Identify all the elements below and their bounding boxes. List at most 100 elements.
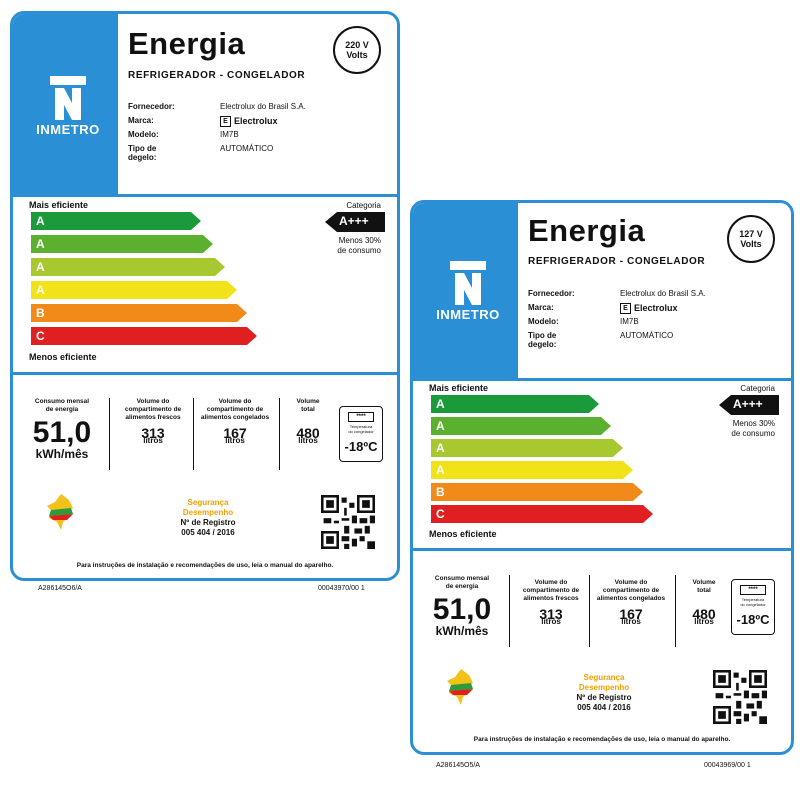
brand-key: Marca: bbox=[128, 116, 154, 125]
code-left-2: A286145O5/A bbox=[436, 762, 480, 769]
total-value: 480 bbox=[296, 425, 320, 441]
total-value: 480 bbox=[692, 606, 716, 622]
consumo-value: 51,0 bbox=[432, 593, 492, 626]
defrost-value: AUTOMÁTICO bbox=[220, 144, 274, 153]
brand-value: E Electrolux bbox=[620, 303, 678, 315]
brazil-seal-icon bbox=[447, 669, 473, 705]
registro-label: Nº de Registro bbox=[180, 518, 236, 527]
footer-note: Para instruções de instalação e recomend… bbox=[76, 562, 334, 569]
divider bbox=[13, 194, 397, 197]
label-subtitle: REFRIGERADOR - CONGELADOR bbox=[528, 256, 706, 267]
freezer-stars-icon: **** bbox=[348, 412, 374, 422]
categoria-note-1: Menos 30% bbox=[338, 236, 381, 245]
inmetro-text: INMETRO bbox=[436, 307, 500, 322]
code-left-1: A286145O6/A bbox=[38, 585, 82, 592]
voltage-unit: Volts bbox=[346, 50, 368, 60]
logo-panel: INMETRO bbox=[13, 14, 118, 194]
consumo-unit: kWh/mês bbox=[435, 624, 489, 638]
desempenho-text: Desempenho bbox=[578, 683, 630, 692]
registro-block: Segurança Desempenho Nº de Registro 005 … bbox=[153, 498, 263, 538]
code-right-1: 00043970/00 1 bbox=[318, 585, 365, 592]
energy-label-220v: INMETRO Energia REFRIGERADOR - CONGELADO… bbox=[10, 11, 400, 581]
registro-label: Nº de Registro bbox=[576, 693, 632, 702]
defrost-value: AUTOMÁTICO bbox=[620, 331, 674, 340]
supplier-value: Electrolux do Brasil S.A. bbox=[220, 102, 306, 111]
inmetro-mark-icon bbox=[450, 261, 486, 305]
menos-eficiente: Menos eficiente bbox=[429, 529, 497, 539]
freezer-temp-box: **** Temperatura do congelador -18ºC bbox=[731, 579, 775, 635]
frescos-col: Volume do compartimento de alimentos fresc… bbox=[113, 398, 193, 445]
menos-eficiente: Menos eficiente bbox=[29, 352, 97, 362]
supplier-key: Fornecedor: bbox=[128, 102, 175, 111]
consumo-col: Consumo mensal de energia 51,0 kWh/mês bbox=[425, 575, 499, 637]
registro-value: 005 404 / 2016 bbox=[577, 703, 631, 712]
divider bbox=[413, 548, 791, 551]
divider bbox=[413, 378, 791, 381]
congelados-col: Volume do compartimento de alimentos conge… bbox=[591, 579, 671, 626]
qr-code-icon bbox=[321, 495, 375, 549]
congelados-unit: litros bbox=[621, 617, 641, 626]
congelados-value: 167 bbox=[619, 606, 643, 622]
categoria-arrow: A+++ bbox=[325, 212, 385, 232]
frescos-unit: litros bbox=[541, 617, 561, 626]
frescos-unit: litros bbox=[143, 436, 163, 445]
categoria-value: A+++ bbox=[339, 214, 369, 228]
seguranca-text: Segurança bbox=[583, 673, 625, 682]
qr-code-icon bbox=[713, 670, 767, 724]
total-unit: litros bbox=[694, 617, 714, 626]
inmetro-mark-icon bbox=[50, 76, 86, 120]
defrost-key: Tipo de degelo: bbox=[128, 144, 157, 162]
categoria-arrow: A+++ bbox=[719, 395, 779, 415]
label-title: Energia bbox=[528, 213, 646, 248]
model-key: Modelo: bbox=[528, 317, 559, 326]
categoria-value: A+++ bbox=[733, 397, 763, 411]
consumo-col: Consumo mensal de energia 51,0 kWh/mês bbox=[25, 398, 99, 460]
brazil-seal-icon bbox=[47, 494, 73, 530]
label-subtitle: REFRIGERADOR - CONGELADOR bbox=[128, 70, 306, 81]
energy-label-127v: INMETRO Energia REFRIGERADOR - CONGELADO… bbox=[410, 200, 794, 755]
freezer-temp-value: -18ºC bbox=[736, 612, 770, 627]
freezer-stars-icon: **** bbox=[740, 585, 766, 595]
desempenho-text: Desempenho bbox=[182, 508, 234, 517]
congelados-unit: litros bbox=[225, 436, 245, 445]
model-key: Modelo: bbox=[128, 130, 159, 139]
electrolux-logo-icon: E bbox=[220, 116, 231, 128]
voltage-value: 220 V bbox=[345, 40, 369, 50]
mais-eficiente: Mais eficiente bbox=[29, 200, 89, 210]
registro-value: 005 404 / 2016 bbox=[181, 528, 235, 537]
label-header: Energia REFRIGERADOR - CONGELADOR 127 V … bbox=[518, 203, 791, 378]
categoria-note-2: de consumo bbox=[337, 246, 381, 255]
logo-panel: INMETRO bbox=[413, 203, 518, 378]
brand-key: Marca: bbox=[528, 303, 554, 312]
inmetro-logo: INMETRO bbox=[433, 261, 503, 322]
freezer-temp-box: **** Temperatura do congelador -18ºC bbox=[339, 406, 383, 462]
model-value: IM7B bbox=[620, 317, 639, 326]
frescos-col: Volume do compartimento de alimentos fresc… bbox=[511, 579, 591, 626]
voltage-badge: 127 V Volts bbox=[727, 215, 775, 263]
brand-name: Electrolux bbox=[234, 116, 278, 126]
categoria-note-1: Menos 30% bbox=[732, 419, 775, 428]
brand-value: E Electrolux bbox=[220, 116, 278, 128]
frescos-value: 313 bbox=[539, 606, 563, 622]
label-header: Energia REFRIGERADOR - CONGELADOR 220 V … bbox=[118, 14, 397, 194]
voltage-value: 127 V bbox=[739, 229, 763, 239]
registro-block: Segurança Desempenho Nº de Registro 005 … bbox=[549, 673, 659, 713]
brand-name: Electrolux bbox=[634, 303, 678, 313]
consumo-value: 51,0 bbox=[32, 416, 92, 449]
consumo-unit: kWh/mês bbox=[35, 447, 89, 461]
code-right-2: 00043969/00 1 bbox=[704, 762, 751, 769]
categoria-label: Categoria bbox=[346, 201, 381, 210]
voltage-badge: 220 V Volts bbox=[333, 26, 381, 74]
categoria-note-2: de consumo bbox=[731, 429, 775, 438]
footer-note: Para instruções de instalação e recomend… bbox=[473, 736, 731, 743]
model-value: IM7B bbox=[220, 130, 239, 139]
mais-eficiente: Mais eficiente bbox=[429, 383, 489, 393]
electrolux-logo-icon: E bbox=[620, 303, 631, 315]
voltage-unit: Volts bbox=[740, 239, 762, 249]
divider bbox=[13, 372, 397, 375]
label-title: Energia bbox=[128, 26, 246, 61]
inmetro-text: INMETRO bbox=[36, 122, 100, 137]
total-col: Volume total 480 litros bbox=[283, 398, 333, 445]
inmetro-logo: INMETRO bbox=[33, 76, 103, 137]
freezer-temp-value: -18ºC bbox=[344, 439, 378, 454]
